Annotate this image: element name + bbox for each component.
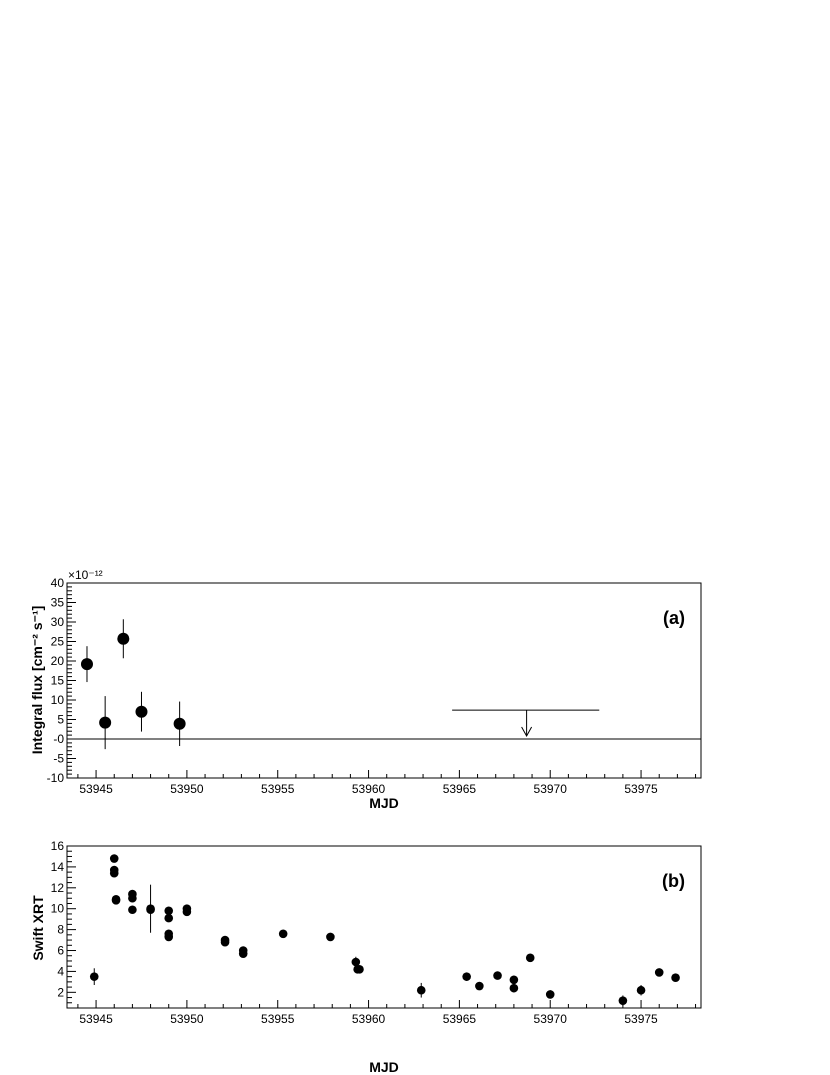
panel-b-ticks: 53945 53950 53955 53960 53965 53970 53975 2 4 6 8 1… <box>51 839 697 1026</box>
panel-a-marks <box>67 619 701 750</box>
y-tick-label: 4 <box>57 964 64 978</box>
y-tick-label: 35 <box>51 596 65 610</box>
data-point <box>135 705 148 718</box>
y-tick-label: 5 <box>57 713 64 727</box>
y-tick-label: 2 <box>57 985 64 999</box>
y-tick-label: 8 <box>57 923 64 937</box>
y-tick-label: 10 <box>51 902 65 916</box>
x-tick-label: 53960 <box>352 1012 386 1026</box>
x-tick-label: 53955 <box>261 1012 295 1026</box>
data-point <box>89 972 99 981</box>
y-tick-label: 20 <box>51 654 65 668</box>
data-point <box>475 981 484 991</box>
panel-a-frame <box>66 582 702 779</box>
y-tick-label: -0 <box>53 732 64 746</box>
data-point <box>351 957 361 967</box>
x-tick-label: 53960 <box>352 782 386 796</box>
data-point <box>182 907 192 917</box>
data-point <box>493 971 502 980</box>
data-point <box>109 868 119 878</box>
data-point <box>164 906 174 916</box>
x-tick-label: 53955 <box>261 782 295 796</box>
panel-b-label: (b) <box>662 871 685 891</box>
y-tick-label: 15 <box>51 674 65 688</box>
y-tick-label: 30 <box>51 615 65 629</box>
upper-limit-arrow-head <box>521 726 533 738</box>
y-tick-label: 16 <box>51 839 65 853</box>
x-tick-label: 53945 <box>79 782 113 796</box>
data-point <box>525 953 535 963</box>
y-tick-label: 10 <box>51 693 65 707</box>
data-point <box>164 913 174 923</box>
data-point <box>355 965 364 974</box>
data-point <box>278 929 288 939</box>
data-point <box>111 896 121 905</box>
data-point <box>146 905 155 915</box>
data-point <box>671 973 680 982</box>
x-tick-label: 53970 <box>534 1012 568 1026</box>
panel-b-plot: (b) MJD Swift XRT 53945 53950 53955 53960 53… <box>30 839 702 1075</box>
data-point <box>654 968 664 977</box>
x-tick-label: 53950 <box>170 782 204 796</box>
data-point <box>618 996 628 1005</box>
panel-b-x-axis-title: MJD <box>369 1059 399 1075</box>
data-point <box>636 985 646 995</box>
x-tick-label: 53975 <box>624 782 658 796</box>
panel-b-frame <box>66 845 702 1009</box>
panel-a-x-axis-title: MJD <box>369 795 399 811</box>
x-tick-label: 53945 <box>79 1012 113 1026</box>
data-point <box>164 932 174 942</box>
data-point <box>545 990 555 999</box>
panel-a-ticks: 53945 53950 53955 53960 53965 53970 53975 -10 -5… <box>47 576 697 796</box>
x-tick-label: 53965 <box>443 1012 477 1026</box>
y-tick-label: 40 <box>51 576 65 590</box>
data-point <box>117 632 130 645</box>
data-point <box>220 937 230 947</box>
y-tick-label: 14 <box>51 860 65 874</box>
y-tick-label: -10 <box>47 771 65 785</box>
x-tick-label: 53950 <box>170 1012 204 1026</box>
panel-a-plot: (a) MJD Integral flux [cm⁻² s⁻¹] ×10⁻¹² … <box>29 568 702 811</box>
panel-a-exponent-label: ×10⁻¹² <box>68 568 103 582</box>
data-point <box>416 985 426 995</box>
data-point <box>99 716 112 729</box>
y-tick-label: 12 <box>51 881 65 895</box>
panel-a-y-axis-title: Integral flux [cm⁻² s⁻¹] <box>29 606 45 755</box>
y-tick-label: 25 <box>51 635 65 649</box>
x-tick-label: 53965 <box>443 782 477 796</box>
panel-b-y-axis-title: Swift XRT <box>30 895 46 961</box>
panel-a-label: (a) <box>663 608 685 628</box>
data-point <box>80 658 93 671</box>
data-point <box>238 949 248 958</box>
data-point <box>128 893 137 903</box>
y-tick-label: 6 <box>57 944 64 958</box>
data-point <box>173 717 186 730</box>
data-point <box>128 905 137 915</box>
data-point <box>509 975 519 985</box>
data-point <box>326 932 335 942</box>
data-point <box>509 983 519 993</box>
x-tick-label: 53975 <box>624 1012 658 1026</box>
y-tick-label: -5 <box>53 752 64 766</box>
data-point <box>462 972 471 981</box>
data-point <box>109 854 119 863</box>
panel-b-marks <box>89 854 680 1006</box>
x-tick-label: 53970 <box>534 782 568 796</box>
